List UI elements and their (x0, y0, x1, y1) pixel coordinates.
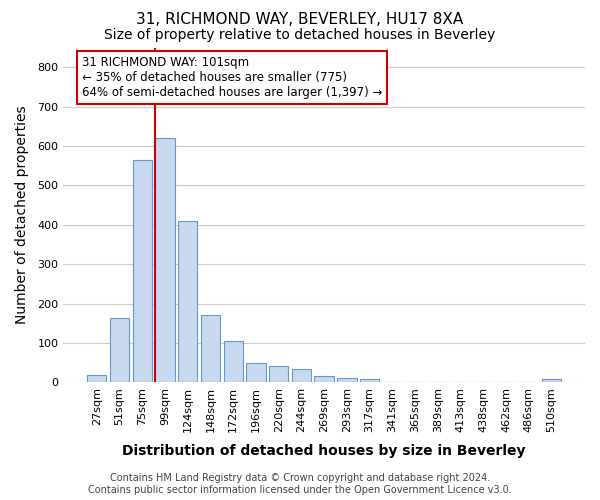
Text: Contains HM Land Registry data © Crown copyright and database right 2024.
Contai: Contains HM Land Registry data © Crown c… (88, 474, 512, 495)
Bar (314, 376, 334, 382)
Bar (110, 318, 129, 382)
Text: Size of property relative to detached houses in Beverley: Size of property relative to detached ho… (104, 28, 496, 42)
Bar (201, 316, 220, 382)
Bar (360, 379, 379, 382)
Bar (542, 380, 561, 382)
Bar (246, 362, 266, 382)
Bar (337, 378, 356, 382)
Bar (292, 370, 311, 382)
Bar (224, 342, 243, 382)
Bar (178, 221, 197, 382)
Bar (87, 374, 106, 382)
Text: 31, RICHMOND WAY, BEVERLEY, HU17 8XA: 31, RICHMOND WAY, BEVERLEY, HU17 8XA (136, 12, 464, 28)
Bar (269, 366, 289, 382)
Y-axis label: Number of detached properties: Number of detached properties (15, 106, 29, 324)
Text: 31 RICHMOND WAY: 101sqm
← 35% of detached houses are smaller (775)
64% of semi-d: 31 RICHMOND WAY: 101sqm ← 35% of detache… (82, 56, 382, 99)
Bar (155, 138, 175, 382)
Bar (133, 160, 152, 382)
X-axis label: Distribution of detached houses by size in Beverley: Distribution of detached houses by size … (122, 444, 526, 458)
